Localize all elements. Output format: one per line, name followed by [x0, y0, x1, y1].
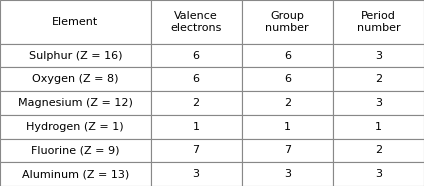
Text: Element: Element	[52, 17, 98, 27]
Bar	[333, 162, 424, 186]
Bar	[333, 68, 424, 91]
Bar	[333, 115, 424, 139]
Text: Magnesium (Z = 12): Magnesium (Z = 12)	[18, 98, 133, 108]
Text: 2: 2	[375, 145, 382, 155]
Text: 6: 6	[284, 74, 291, 84]
Text: 1: 1	[375, 122, 382, 132]
Text: Hydrogen (Z = 1): Hydrogen (Z = 1)	[26, 122, 124, 132]
Bar	[151, 91, 242, 115]
Text: 2: 2	[284, 98, 291, 108]
Text: Sulphur (Z = 16): Sulphur (Z = 16)	[28, 51, 122, 61]
Text: Fluorine (Z = 9): Fluorine (Z = 9)	[31, 145, 120, 155]
Bar	[0, 0, 151, 44]
Bar	[242, 0, 333, 44]
Text: 3: 3	[375, 98, 382, 108]
Text: Oxygen (Z = 8): Oxygen (Z = 8)	[32, 74, 119, 84]
Bar	[242, 44, 333, 68]
Bar	[242, 139, 333, 162]
Text: 6: 6	[192, 51, 200, 61]
Text: 3: 3	[375, 51, 382, 61]
Text: 2: 2	[375, 74, 382, 84]
Text: 1: 1	[192, 122, 200, 132]
Bar	[151, 44, 242, 68]
Bar	[333, 139, 424, 162]
Text: 3: 3	[284, 169, 291, 179]
Text: 1: 1	[284, 122, 291, 132]
Text: 6: 6	[284, 51, 291, 61]
Bar	[0, 115, 151, 139]
Text: 2: 2	[192, 98, 200, 108]
Bar	[151, 115, 242, 139]
Bar	[242, 115, 333, 139]
Bar	[151, 139, 242, 162]
Text: Aluminum (Z = 13): Aluminum (Z = 13)	[22, 169, 129, 179]
Text: 3: 3	[375, 169, 382, 179]
Bar	[242, 91, 333, 115]
Bar	[151, 162, 242, 186]
Bar	[151, 0, 242, 44]
Bar	[0, 91, 151, 115]
Bar	[242, 68, 333, 91]
Text: Group
number: Group number	[265, 11, 309, 33]
Bar	[0, 139, 151, 162]
Text: 7: 7	[284, 145, 291, 155]
Bar	[333, 0, 424, 44]
Text: 6: 6	[192, 74, 200, 84]
Bar	[0, 44, 151, 68]
Bar	[0, 68, 151, 91]
Bar	[242, 162, 333, 186]
Bar	[151, 68, 242, 91]
Bar	[0, 162, 151, 186]
Text: Period
number: Period number	[357, 11, 400, 33]
Text: 7: 7	[192, 145, 200, 155]
Bar	[333, 44, 424, 68]
Text: Valence
electrons: Valence electrons	[170, 11, 222, 33]
Bar	[333, 91, 424, 115]
Text: 3: 3	[192, 169, 200, 179]
